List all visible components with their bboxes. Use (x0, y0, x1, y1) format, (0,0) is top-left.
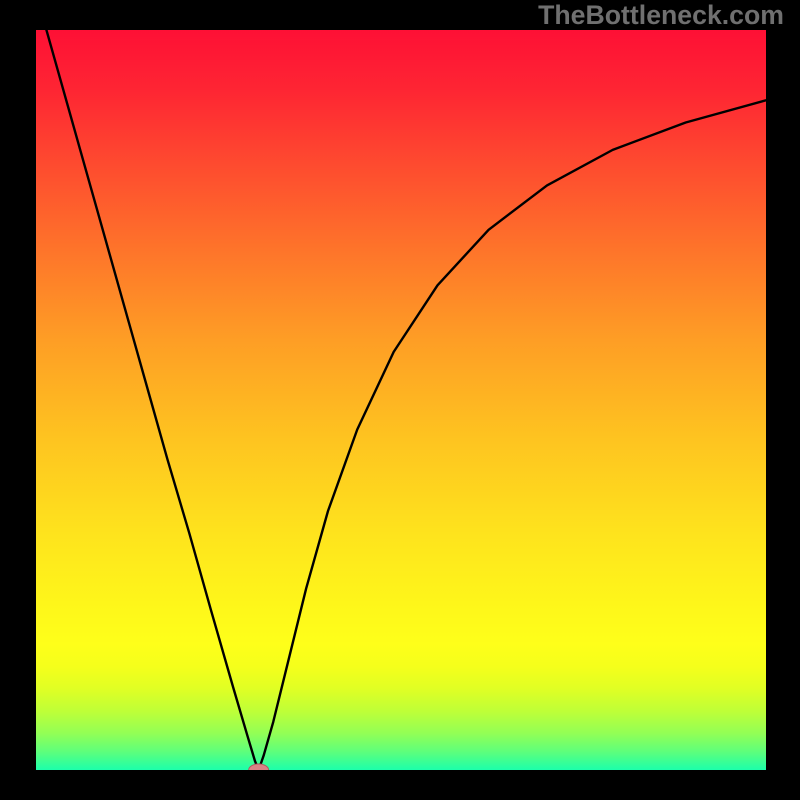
plot-background (36, 30, 766, 770)
watermark-text: TheBottleneck.com (538, 0, 784, 31)
chart-container: TheBottleneck.com (0, 0, 800, 800)
bottleneck-chart (36, 30, 766, 770)
